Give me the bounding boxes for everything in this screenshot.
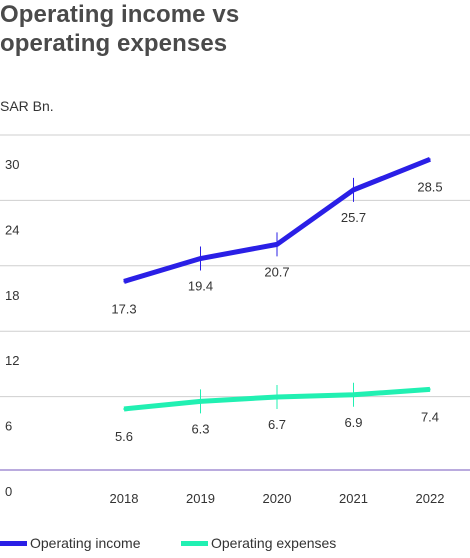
data-label-0-1: 19.4 [188, 279, 213, 294]
data-label-1-0: 5.6 [115, 429, 133, 444]
data-label-0-0: 17.3 [111, 301, 136, 316]
y-tick-label-0: 0 [5, 484, 12, 499]
x-tick-label-2021: 2021 [339, 491, 368, 506]
x-axis-ticks: 2018 2019 2020 2021 2022 [110, 491, 445, 506]
y-tick-label-12: 12 [5, 353, 19, 368]
data-label-1-1: 6.3 [191, 421, 209, 436]
series-lines [123, 157, 431, 412]
data-label-1-2: 6.7 [268, 417, 286, 432]
x-tick-label-2022: 2022 [416, 491, 445, 506]
y-tick-label-6: 6 [5, 419, 12, 434]
legend-item-operating-expenses: Operating expenses [181, 535, 336, 551]
series-line-0 [123, 157, 431, 284]
y-axis-label: SAR Bn. [0, 98, 54, 114]
legend-label-operating-income: Operating income [30, 535, 141, 551]
x-tick-label-2018: 2018 [110, 491, 139, 506]
data-label-1-3: 6.9 [344, 415, 362, 430]
legend-swatch-operating-income [0, 540, 27, 546]
y-axis-ticks: 0 6 12 18 24 30 [5, 157, 19, 499]
gridlines [0, 134, 470, 471]
x-tick-label-2019: 2019 [186, 491, 215, 506]
y-tick-label-30: 30 [5, 157, 19, 172]
chart-title: Operating income vs operating expenses [0, 0, 460, 58]
legend-item-operating-income: Operating income [0, 535, 141, 551]
data-label-0-3: 25.7 [341, 210, 366, 225]
legend-swatch-operating-expenses [181, 540, 208, 546]
data-labels: 17.3 19.4 20.7 25.7 28.5 5.6 6.3 6.7 6.9 7.4 [111, 179, 442, 444]
point-markers [123, 158, 431, 414]
data-label-0-2: 20.7 [264, 264, 289, 279]
chart-title-line-2: operating expenses [0, 30, 228, 57]
y-tick-label-18: 18 [5, 288, 19, 303]
data-label-0-4: 28.5 [417, 179, 442, 194]
legend-label-operating-expenses: Operating expenses [211, 535, 337, 551]
x-tick-label-2020: 2020 [263, 491, 292, 506]
chart-title-line-1: Operating income vs [0, 1, 240, 28]
y-tick-label-24: 24 [5, 222, 19, 237]
data-label-1-4: 7.4 [421, 409, 439, 424]
legend: Operating income Operating expenses [0, 535, 470, 555]
